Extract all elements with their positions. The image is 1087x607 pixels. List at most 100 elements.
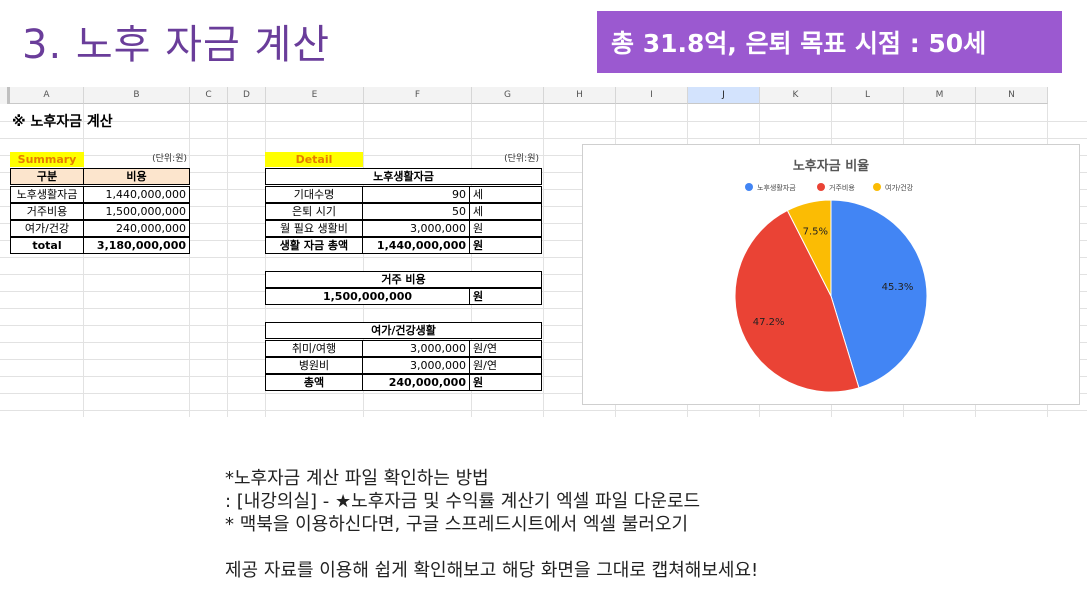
column-header-d[interactable]: D — [228, 87, 266, 104]
grid-line — [363, 104, 364, 417]
living-row-label: 은퇴 시기 — [265, 203, 363, 220]
leisure-row-value: 3,000,000 — [362, 357, 470, 374]
column-header-h[interactable]: H — [544, 87, 616, 104]
summary-banner: 총 31.8억, 은퇴 목표 시점 : 50세 — [597, 11, 1062, 73]
living-row-label: 기대수명 — [265, 186, 363, 203]
legend-label: 노후생활자금 — [757, 183, 796, 192]
summary-row-label: 여가/건강 — [10, 220, 84, 237]
detail-label: Detail — [265, 152, 363, 167]
pie-slice-label: 7.5% — [803, 227, 828, 238]
legend-swatch — [873, 183, 881, 191]
grid-line — [0, 172, 1087, 173]
note-line: : [내강의실] - ★노후자금 및 수익률 계산기 엑셀 파일 다운로드 — [225, 491, 701, 512]
leisure-row-unit: 원/연 — [469, 357, 542, 374]
grid-line — [0, 155, 1087, 156]
pie-slice-label: 45.3% — [882, 282, 914, 293]
column-header-i[interactable]: I — [616, 87, 688, 104]
grid-line — [0, 206, 1087, 207]
column-header-k[interactable]: K — [760, 87, 832, 104]
living-row-value: 3,000,000 — [362, 220, 470, 237]
column-header-g[interactable]: G — [472, 87, 544, 104]
grid-line — [83, 104, 84, 417]
grid-line — [0, 240, 1087, 241]
summary-row-value: 1,500,000,000 — [83, 203, 190, 220]
column-header-b[interactable]: B — [84, 87, 190, 104]
column-header-n[interactable]: N — [976, 87, 1048, 104]
detail-unit: (단위:원) — [504, 154, 539, 164]
summary-row-label: 노후생활자금 — [10, 186, 84, 203]
leisure-total-unit: 원 — [469, 374, 542, 391]
summary-label: Summary — [10, 152, 84, 167]
grid-line — [0, 189, 1087, 190]
housing-value: 1,500,000,000 — [265, 288, 470, 305]
legend-label: 거주비용 — [829, 183, 855, 192]
grid-line — [227, 104, 228, 417]
grid-line — [0, 410, 1087, 411]
grid-line — [0, 274, 1087, 275]
column-header-l[interactable]: L — [832, 87, 904, 104]
summary-header-category: 구분 — [10, 168, 84, 185]
note-line — [225, 536, 758, 559]
leisure-row-label: 취미/여행 — [265, 340, 363, 357]
grid-line — [189, 104, 190, 417]
grid-line — [0, 359, 1087, 360]
column-header-a[interactable]: A — [10, 87, 84, 104]
living-row-unit: 세 — [469, 203, 542, 220]
grid-line — [0, 308, 1087, 309]
leisure-total-value: 240,000,000 — [362, 374, 470, 391]
living-row-unit: 원 — [469, 220, 542, 237]
living-fund-title: 노후생활자금 — [265, 168, 542, 185]
note-line: * 맥북을 이용하신다면, 구글 스프레드시트에서 엑셀 불러오기 — [225, 514, 689, 535]
sheet-corner[interactable] — [0, 87, 10, 104]
living-row-value: 50 — [362, 203, 470, 220]
page-title: 3. 노후 자금 계산 — [22, 22, 331, 68]
column-header-c[interactable]: C — [190, 87, 228, 104]
legend-swatch — [817, 183, 825, 191]
housing-unit: 원 — [469, 288, 542, 305]
summary-header-cost: 비용 — [83, 168, 190, 185]
pie-slice[interactable] — [734, 209, 860, 393]
column-header-e[interactable]: E — [266, 87, 364, 104]
pie-slice[interactable] — [786, 199, 832, 297]
summary-total-value: 3,180,000,000 — [83, 237, 190, 254]
leisure-row-label: 병원비 — [265, 357, 363, 374]
pie-slice[interactable] — [830, 199, 928, 389]
grid-line — [0, 325, 1087, 326]
leisure-row-value: 3,000,000 — [362, 340, 470, 357]
grid-line — [543, 104, 544, 417]
living-total-value: 1,440,000,000 — [362, 237, 470, 254]
grid-line — [0, 291, 1087, 292]
chart-title: 노후자금 비율 — [793, 158, 869, 174]
grid-line — [0, 223, 1087, 224]
sheet-heading: ※ 노후자금 계산 — [12, 114, 113, 130]
chart-slices: 45.3% 47.2% 7.5% — [734, 199, 928, 393]
pie-chart[interactable]: 노후자금 비율 노후생활자금 거주비용 여가/건강 45.3% 47.2% 7.5% — [582, 144, 1080, 405]
grid-line — [265, 104, 266, 417]
pie-slice-label: 47.2% — [753, 317, 785, 328]
summary-unit: (단위:원) — [152, 154, 187, 164]
grid-line — [0, 121, 1087, 122]
summary-total-label: total — [10, 237, 84, 254]
grid-line — [0, 376, 1087, 377]
summary-row-label: 거주비용 — [10, 203, 84, 220]
leisure-title: 여가/건강생활 — [265, 322, 542, 339]
grid-line — [0, 393, 1087, 394]
leisure-total-label: 총액 — [265, 374, 363, 391]
pie-chart-svg: 노후자금 비율 노후생활자금 거주비용 여가/건강 45.3% 47.2% 7.5% — [734, 158, 928, 393]
living-row-unit: 세 — [469, 186, 542, 203]
column-header-f[interactable]: F — [364, 87, 472, 104]
legend-label: 여가/건강 — [885, 183, 914, 192]
note-line: 제공 자료를 이용해 쉽게 확인해보고 해당 화면을 그대로 캡쳐해보세요! — [225, 560, 759, 581]
leisure-row-unit: 원/연 — [469, 340, 542, 357]
living-total-unit: 원 — [469, 237, 542, 254]
grid-line — [0, 342, 1087, 343]
legend-swatch — [745, 183, 753, 191]
summary-row-value: 240,000,000 — [83, 220, 190, 237]
column-header-m[interactable]: M — [904, 87, 976, 104]
column-header-j[interactable]: J — [688, 87, 760, 104]
instructions: *노후자금 계산 파일 확인하는 방법 : [내강의실] - ★노후자금 및 수… — [225, 467, 758, 582]
grid-line — [0, 138, 1087, 139]
living-total-label: 생활 자금 총액 — [265, 237, 363, 254]
living-row-value: 90 — [362, 186, 470, 203]
grid-line — [0, 257, 1087, 258]
